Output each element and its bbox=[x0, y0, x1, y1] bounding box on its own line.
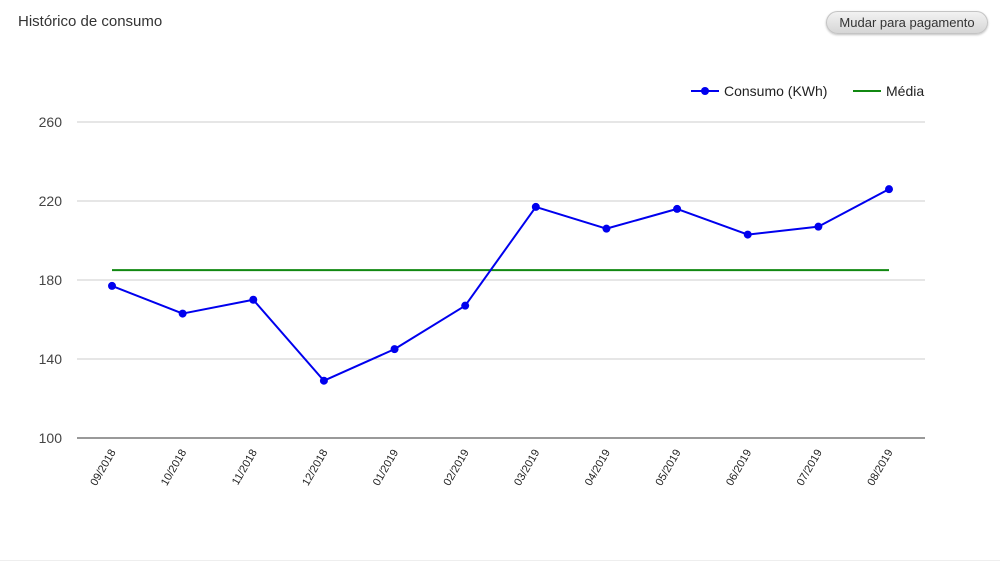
chart-grid bbox=[77, 121, 925, 439]
data-point[interactable] bbox=[319, 376, 328, 385]
y-axis-ticks: 100 140 180 220 260 bbox=[39, 114, 63, 446]
x-tick-label: 05/2019 bbox=[653, 448, 683, 488]
page-title: Histórico de consumo bbox=[18, 13, 163, 30]
y-tick-label: 140 bbox=[39, 351, 63, 367]
y-tick-label: 260 bbox=[39, 114, 63, 130]
data-point[interactable] bbox=[461, 301, 470, 310]
chart-series bbox=[108, 185, 893, 385]
data-point[interactable] bbox=[885, 185, 893, 194]
x-tick-label: 03/2019 bbox=[512, 448, 542, 488]
y-tick-label: 100 bbox=[39, 430, 63, 446]
legend-label: Consumo (KWh) bbox=[724, 83, 827, 99]
switch-to-payment-button[interactable]: Mudar para pagamento bbox=[826, 11, 988, 34]
x-tick-label: 09/2018 bbox=[88, 448, 118, 488]
data-point[interactable] bbox=[249, 295, 258, 304]
data-point[interactable] bbox=[178, 309, 187, 318]
data-point[interactable] bbox=[602, 224, 611, 233]
data-point[interactable] bbox=[390, 345, 399, 354]
chart-legend: Consumo (KWh) Média bbox=[691, 83, 924, 99]
data-point[interactable] bbox=[531, 202, 540, 211]
x-tick-label: 06/2019 bbox=[724, 448, 754, 488]
x-tick-label: 01/2019 bbox=[371, 448, 401, 488]
data-point[interactable] bbox=[814, 222, 823, 231]
y-tick-label: 180 bbox=[39, 272, 63, 288]
x-tick-label: 08/2019 bbox=[865, 448, 895, 488]
x-tick-label: 02/2019 bbox=[442, 448, 472, 488]
x-axis-ticks: 09/2018 10/2018 11/2018 12/2018 01/2019 02/20… bbox=[88, 448, 895, 488]
y-tick-label: 220 bbox=[39, 193, 63, 209]
data-point[interactable] bbox=[743, 230, 752, 239]
consumption-line bbox=[111, 188, 890, 382]
legend-label: Média bbox=[886, 83, 924, 99]
data-point[interactable] bbox=[108, 281, 116, 290]
x-tick-label: 04/2019 bbox=[583, 448, 613, 488]
x-tick-label: 10/2018 bbox=[159, 448, 189, 488]
legend-marker bbox=[701, 87, 709, 95]
x-tick-label: 12/2018 bbox=[300, 448, 330, 488]
bottom-divider bbox=[0, 560, 1000, 561]
data-point[interactable] bbox=[673, 204, 682, 213]
x-tick-label: 11/2018 bbox=[230, 448, 260, 488]
x-tick-label: 07/2019 bbox=[795, 448, 825, 488]
